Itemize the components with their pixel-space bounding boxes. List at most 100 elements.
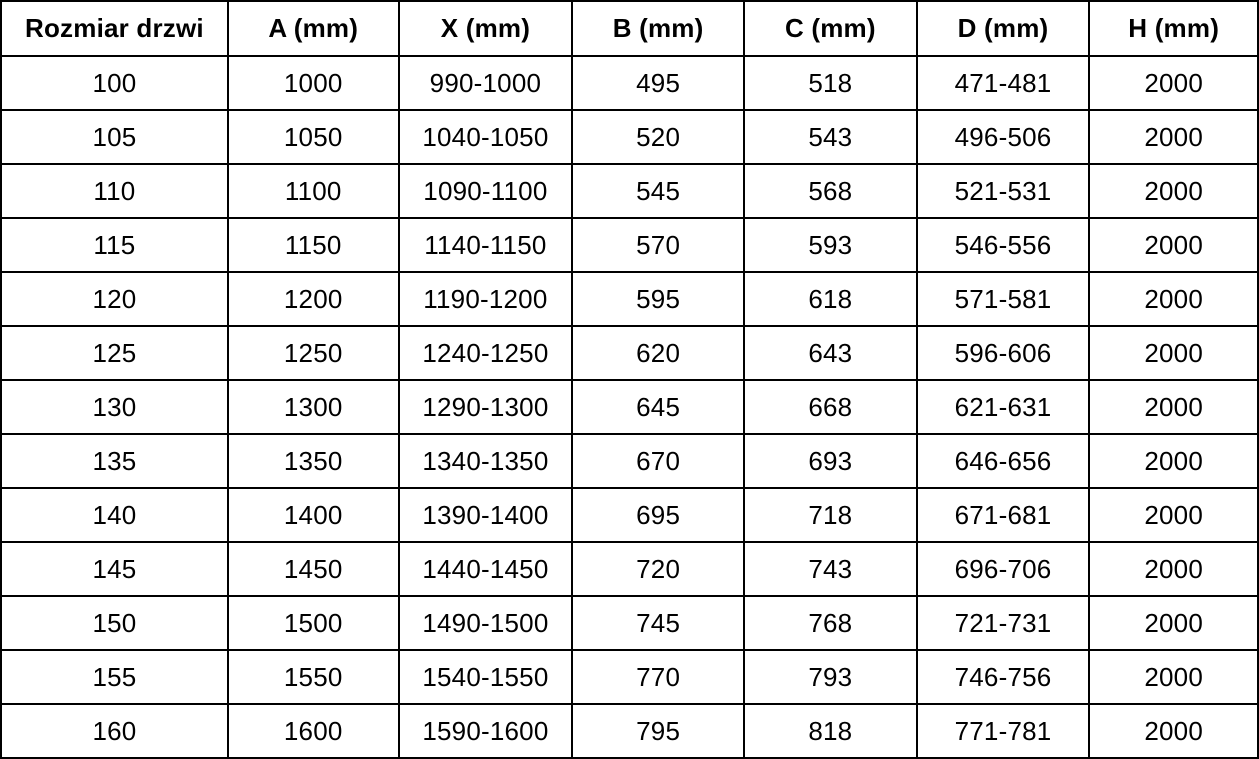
table-cell: 696-706: [915, 541, 1091, 597]
table-cell: 1050: [226, 109, 400, 165]
table-cell: 2000: [1088, 163, 1259, 219]
table-row: 135 1350 1340-1350 670 693 646-656 2000: [0, 433, 1259, 489]
table-cell: 2000: [1088, 541, 1259, 597]
table-row: 120 1200 1190-1200 595 618 571-581 2000: [0, 271, 1259, 327]
table-cell: 770: [571, 649, 745, 705]
table-row: 100 1000 990-1000 495 518 471-481 2000: [0, 55, 1259, 111]
table-cell: 645: [571, 379, 745, 435]
table-cell: 120: [0, 271, 229, 327]
table-cell: 1390-1400: [397, 487, 574, 543]
table-cell: 768: [742, 595, 918, 651]
table-cell: 771-781: [915, 703, 1091, 759]
table-cell: 668: [742, 379, 918, 435]
column-header: D (mm): [915, 0, 1091, 57]
table-cell: 471-481: [915, 55, 1091, 111]
table-cell: 105: [0, 109, 229, 165]
table-cell: 518: [742, 55, 918, 111]
table-cell: 2000: [1088, 595, 1259, 651]
table-row: 130 1300 1290-1300 645 668 621-631 2000: [0, 379, 1259, 435]
table-row: 115 1150 1140-1150 570 593 546-556 2000: [0, 217, 1259, 273]
table-cell: 743: [742, 541, 918, 597]
table-cell: 646-656: [915, 433, 1091, 489]
table-cell: 521-531: [915, 163, 1091, 219]
table-cell: 145: [0, 541, 229, 597]
table-cell: 596-606: [915, 325, 1091, 381]
table-cell: 1200: [226, 271, 400, 327]
table-cell: 1500: [226, 595, 400, 651]
table-row: 160 1600 1590-1600 795 818 771-781 2000: [0, 703, 1259, 759]
table-cell: 150: [0, 595, 229, 651]
table-cell: 793: [742, 649, 918, 705]
table-cell: 1440-1450: [397, 541, 574, 597]
table-cell: 125: [0, 325, 229, 381]
table-cell: 1040-1050: [397, 109, 574, 165]
table-cell: 795: [571, 703, 745, 759]
table-body: 100 1000 990-1000 495 518 471-481 2000 105 1050 1…: [0, 55, 1259, 759]
table-cell: 593: [742, 217, 918, 273]
table-cell: 746-756: [915, 649, 1091, 705]
table-cell: 140: [0, 487, 229, 543]
table-cell: 568: [742, 163, 918, 219]
table-cell: 130: [0, 379, 229, 435]
table-row: 105 1050 1040-1050 520 543 496-506 2000: [0, 109, 1259, 165]
table-cell: 695: [571, 487, 745, 543]
table-cell: 110: [0, 163, 229, 219]
table-cell: 1150: [226, 217, 400, 273]
table-cell: 520: [571, 109, 745, 165]
table-row: 140 1400 1390-1400 695 718 671-681 2000: [0, 487, 1259, 543]
table-cell: 1400: [226, 487, 400, 543]
table-cell: 1250: [226, 325, 400, 381]
column-header: B (mm): [571, 0, 745, 57]
table-cell: 1290-1300: [397, 379, 574, 435]
column-header: X (mm): [397, 0, 574, 57]
table-cell: 115: [0, 217, 229, 273]
table-cell: 545: [571, 163, 745, 219]
table-cell: 2000: [1088, 649, 1259, 705]
table-cell: 1600: [226, 703, 400, 759]
table-cell: 1490-1500: [397, 595, 574, 651]
table-cell: 670: [571, 433, 745, 489]
table-cell: 643: [742, 325, 918, 381]
table-cell: 618: [742, 271, 918, 327]
table-cell: 720: [571, 541, 745, 597]
table-cell: 1090-1100: [397, 163, 574, 219]
table-cell: 2000: [1088, 217, 1259, 273]
table-cell: 1340-1350: [397, 433, 574, 489]
table-cell: 671-681: [915, 487, 1091, 543]
table-cell: 1540-1550: [397, 649, 574, 705]
table-cell: 620: [571, 325, 745, 381]
table-cell: 1350: [226, 433, 400, 489]
column-header: C (mm): [742, 0, 918, 57]
table-cell: 2000: [1088, 433, 1259, 489]
table-cell: 2000: [1088, 55, 1259, 111]
table-cell: 595: [571, 271, 745, 327]
table-cell: 1100: [226, 163, 400, 219]
table-cell: 1300: [226, 379, 400, 435]
table-cell: 2000: [1088, 325, 1259, 381]
header-row: Rozmiar drzwi A (mm) X (mm) B (mm) C (mm) D (…: [0, 0, 1259, 57]
table-cell: 818: [742, 703, 918, 759]
table-cell: 693: [742, 433, 918, 489]
column-header: Rozmiar drzwi: [0, 0, 229, 57]
table-cell: 2000: [1088, 487, 1259, 543]
table-cell: 160: [0, 703, 229, 759]
table-cell: 1590-1600: [397, 703, 574, 759]
table-row: 155 1550 1540-1550 770 793 746-756 2000: [0, 649, 1259, 705]
table-cell: 155: [0, 649, 229, 705]
table-cell: 2000: [1088, 703, 1259, 759]
table-row: 125 1250 1240-1250 620 643 596-606 2000: [0, 325, 1259, 381]
table-cell: 721-731: [915, 595, 1091, 651]
column-header: A (mm): [226, 0, 400, 57]
table-cell: 2000: [1088, 271, 1259, 327]
table-cell: 135: [0, 433, 229, 489]
table-cell: 2000: [1088, 109, 1259, 165]
table-cell: 543: [742, 109, 918, 165]
table-row: 110 1100 1090-1100 545 568 521-531 2000: [0, 163, 1259, 219]
table-cell: 718: [742, 487, 918, 543]
column-header: H (mm): [1088, 0, 1259, 57]
table-cell: 1450: [226, 541, 400, 597]
table-cell: 100: [0, 55, 229, 111]
table-cell: 990-1000: [397, 55, 574, 111]
